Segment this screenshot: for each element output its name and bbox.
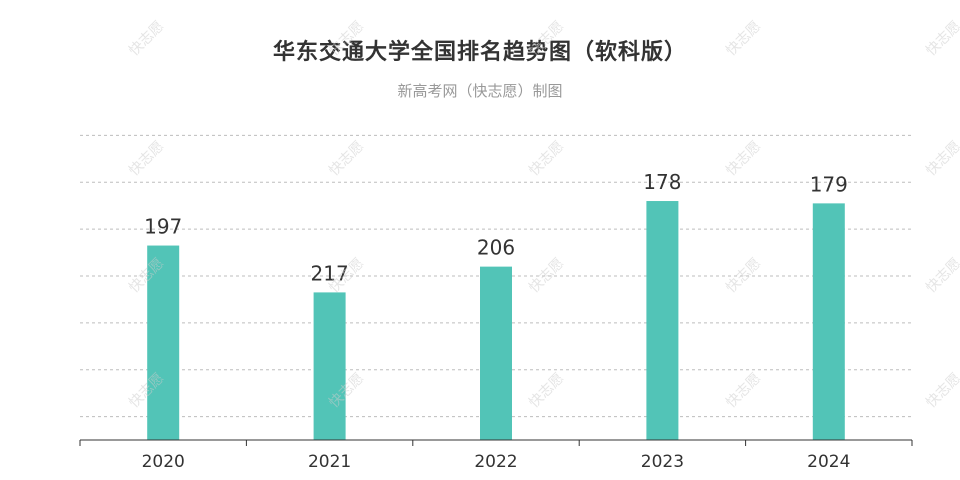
bar-2020: [147, 245, 180, 440]
x-tick-label-2023: 2023: [641, 452, 684, 472]
chart-subtitle: 新高考网（快志愿）制图: [397, 82, 563, 100]
bar-2021: [313, 292, 346, 440]
data-label-2020: 197: [144, 215, 182, 239]
x-tick-label-2021: 2021: [308, 452, 351, 472]
x-tick-label-2024: 2024: [807, 452, 850, 472]
bar-2024: [812, 203, 845, 440]
bar-2022: [480, 266, 512, 440]
data-label-2021: 217: [311, 261, 349, 285]
bar-2023: [646, 201, 679, 440]
x-tick-label-2020: 2020: [142, 452, 185, 472]
data-label-2023: 178: [643, 170, 681, 194]
chart-title: 华东交通大学全国排名趋势图（软科版）: [272, 40, 687, 65]
data-label-2022: 206: [477, 236, 515, 260]
data-label-2024: 179: [810, 172, 848, 196]
x-tick-label-2022: 2022: [474, 452, 517, 472]
